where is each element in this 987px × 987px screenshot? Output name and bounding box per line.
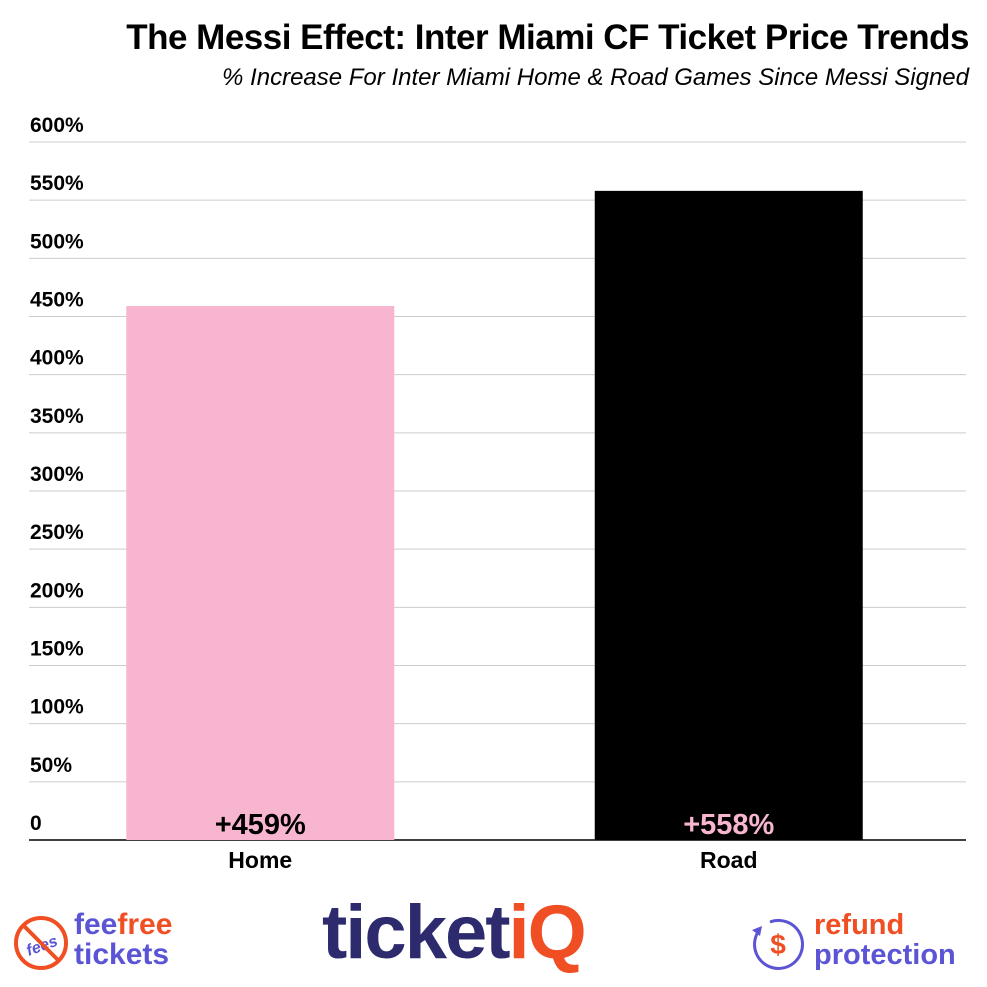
y-tick-label: 550% [30,172,84,195]
refund-line2: protection [814,939,956,971]
refund-protection-logo: $ refund protection [748,909,983,976]
y-tick-label: 450% [30,289,84,312]
y-tick-label: 350% [30,405,84,428]
dollar-symbol: $ [770,929,786,960]
ticketiq-part2: iQ [508,890,587,975]
y-tick-label: 0 [30,812,42,835]
y-tick-label: 600% [30,114,84,137]
y-tick-label: 100% [30,696,84,719]
ticketiq-logo: ticketiQ [322,890,587,975]
no-fees-icon: fees [14,916,68,970]
bar-home [126,306,395,840]
y-tick-label: 300% [30,463,84,486]
y-tick-label: 150% [30,638,84,661]
data-label: +558% [683,809,774,841]
y-tick-label: 500% [30,230,84,253]
refund-dollar-icon: $ [752,918,804,970]
y-tick-label: 200% [30,579,84,602]
feefree-tickets-logo: fees feefree tickets [12,910,212,972]
x-tick-label: Road [700,847,758,873]
chart-subtitle: % Increase For Inter Miami Home & Road G… [222,64,969,91]
y-tick-label: 400% [30,347,84,370]
bar-chart: 0 50% 100% 150% 200% 250% 300% 350% 400% 450% 500%… [29,114,966,873]
x-tick-label: Home [228,847,292,873]
y-tick-label: 50% [30,754,72,777]
y-tick-label: 250% [30,521,84,544]
feefree-part2: free [117,908,173,941]
data-label: +459% [215,809,306,841]
ticketiq-part1: ticket [322,890,511,975]
refund-line1: refund [814,909,905,941]
feefree-line2: tickets [74,938,170,971]
bar-road [594,190,863,841]
chart-title: The Messi Effect: Inter Miami CF Ticket … [126,18,969,57]
feefree-part1: fee [74,908,118,941]
